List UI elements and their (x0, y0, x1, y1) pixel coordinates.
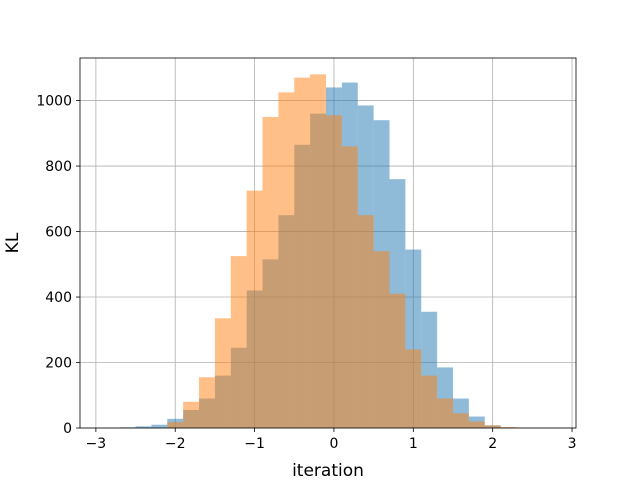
x-tick-label: 1 (409, 436, 418, 452)
histogram-bar-series-2 (230, 256, 247, 428)
histogram-bars (119, 74, 533, 429)
histogram-bar-series-2 (500, 427, 517, 428)
y-tick-label: 400 (45, 290, 72, 306)
y-tick-label: 600 (45, 225, 72, 241)
histogram-bar-series-1 (151, 424, 168, 428)
histogram-bar-series-2 (262, 116, 279, 428)
y-tick-label: 1000 (36, 94, 72, 110)
x-axis-label: iteration (292, 461, 364, 480)
histogram-bar-series-2 (389, 293, 406, 428)
x-tick-label: −1 (244, 436, 265, 452)
histogram-bar-series-2 (294, 77, 311, 428)
histogram-bar-series-2 (357, 215, 374, 428)
histogram-bar-series-1 (135, 426, 152, 428)
y-axis-label: KL (3, 232, 23, 253)
x-tick-label: −2 (165, 436, 186, 452)
axis-ticks: −3 −2 −1 0 1 2 3 0 200 400 600 800 1000 (36, 94, 576, 452)
histogram-bar-series-2 (183, 401, 200, 428)
x-tick-label: −3 (86, 436, 107, 452)
plot-frame (79, 57, 577, 429)
histogram-bar-series-2 (310, 74, 327, 429)
histogram-bar-series-2 (437, 398, 453, 428)
histogram-bar-series-2 (341, 146, 358, 428)
histogram-bar-series-2 (421, 375, 438, 428)
x-tick-label: 0 (329, 436, 338, 452)
histogram-bar-series-2 (326, 115, 342, 428)
x-tick-label: 2 (488, 436, 497, 452)
y-tick-label: 800 (45, 159, 72, 175)
histogram-bar-series-2 (484, 425, 501, 428)
x-tick-label: 3 (568, 436, 577, 452)
histogram-bar-series-2 (199, 377, 215, 428)
histogram-bar-series-2 (405, 349, 422, 428)
histogram-bar-series-2 (167, 422, 184, 428)
histogram-bar-series-2 (468, 421, 485, 428)
histogram-bar-series-2 (373, 251, 390, 428)
histogram-bar-series-2 (214, 318, 231, 428)
histogram-bar-series-2 (246, 190, 263, 428)
histogram-bar-series-2 (452, 413, 469, 428)
y-tick-label: 0 (63, 421, 72, 437)
histogram-bar-series-2 (278, 92, 295, 429)
y-tick-label: 200 (45, 356, 72, 372)
